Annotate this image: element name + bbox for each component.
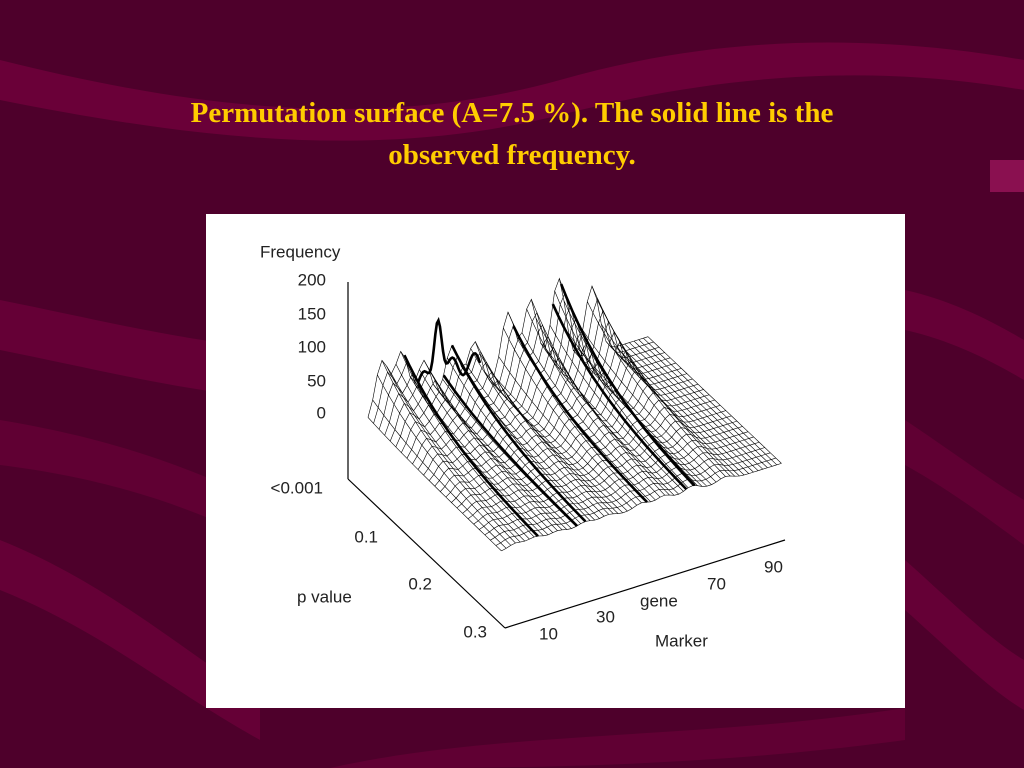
figure-background	[206, 214, 905, 708]
x-axis-label: gene	[640, 591, 678, 610]
mesh-line	[643, 337, 777, 466]
mesh-line	[423, 360, 558, 531]
mesh-line	[577, 348, 712, 485]
mesh-line	[381, 360, 516, 544]
figure: Frequency 200 150 100 50 0 <0.001 0.1 0.…	[206, 214, 905, 708]
mesh-line	[601, 324, 735, 477]
mesh-line	[391, 373, 525, 542]
mesh-line	[433, 384, 567, 530]
z-tick-label: 200	[298, 270, 326, 289]
mesh-line	[629, 342, 763, 470]
mesh-line	[605, 341, 740, 477]
x-tick-label: 10	[539, 624, 558, 643]
x-tick-label: 30	[596, 607, 615, 626]
z-tick-label: 50	[307, 371, 326, 390]
mesh-line	[503, 327, 637, 506]
x-axis-label: Marker	[655, 631, 708, 650]
mesh-line	[647, 336, 782, 464]
p-tick-label: <0.001	[271, 478, 323, 497]
mesh-line	[428, 368, 563, 531]
surface-mesh	[367, 277, 782, 552]
mesh-line	[549, 325, 684, 492]
mesh-line	[465, 363, 600, 519]
p-axis-label: p value	[297, 587, 352, 606]
mesh-line	[540, 342, 675, 496]
mesh-line	[526, 308, 661, 498]
mesh-line	[447, 357, 581, 524]
mesh-line	[493, 375, 628, 512]
slide-title: Permutation surface (A=7.5 %). The solid…	[190, 97, 834, 171]
mesh-line	[610, 346, 745, 476]
mesh-line	[372, 399, 507, 549]
p-tick-label: 0.3	[463, 622, 487, 641]
z-tick-label: 150	[298, 304, 326, 323]
x-tick-label: 70	[707, 574, 726, 593]
mesh-line	[419, 369, 553, 533]
mesh-line	[417, 316, 482, 383]
axes	[347, 282, 786, 629]
mesh-line	[403, 354, 539, 537]
mesh-line	[475, 341, 609, 515]
mesh-line	[409, 376, 544, 537]
z-tick-label: 0	[317, 403, 326, 422]
mesh-line	[437, 390, 572, 529]
mesh-line	[367, 417, 502, 552]
mesh-line	[615, 346, 749, 474]
mesh-line	[545, 347, 679, 495]
mesh-line	[521, 332, 656, 501]
mesh-line	[633, 340, 768, 468]
mesh-line	[400, 351, 535, 538]
z-tick-label: 100	[298, 337, 326, 356]
p-tick-label: 0.1	[354, 527, 378, 546]
mesh-line	[587, 301, 721, 480]
mesh-line	[582, 329, 717, 483]
mesh-line	[554, 290, 689, 488]
mesh-line	[479, 353, 614, 515]
mesh-line	[470, 348, 605, 517]
mesh-line	[395, 363, 530, 540]
mesh-line	[489, 380, 623, 514]
mesh-line	[512, 325, 648, 504]
mesh-line	[619, 345, 754, 473]
mesh-line	[624, 343, 759, 471]
p-tick-label: 0.2	[408, 574, 432, 593]
mesh-line	[559, 283, 696, 487]
x-tick-label: 90	[764, 557, 783, 576]
mesh-line	[442, 374, 578, 527]
mesh-line	[450, 344, 587, 523]
mesh-line	[498, 356, 633, 509]
mesh-line	[377, 374, 511, 546]
mesh-line	[531, 299, 666, 496]
mesh-line	[551, 303, 688, 491]
z-axis-label: Frequency	[260, 242, 341, 261]
mesh-line	[386, 366, 521, 543]
mesh-line	[638, 339, 773, 467]
mesh-line	[456, 353, 591, 521]
